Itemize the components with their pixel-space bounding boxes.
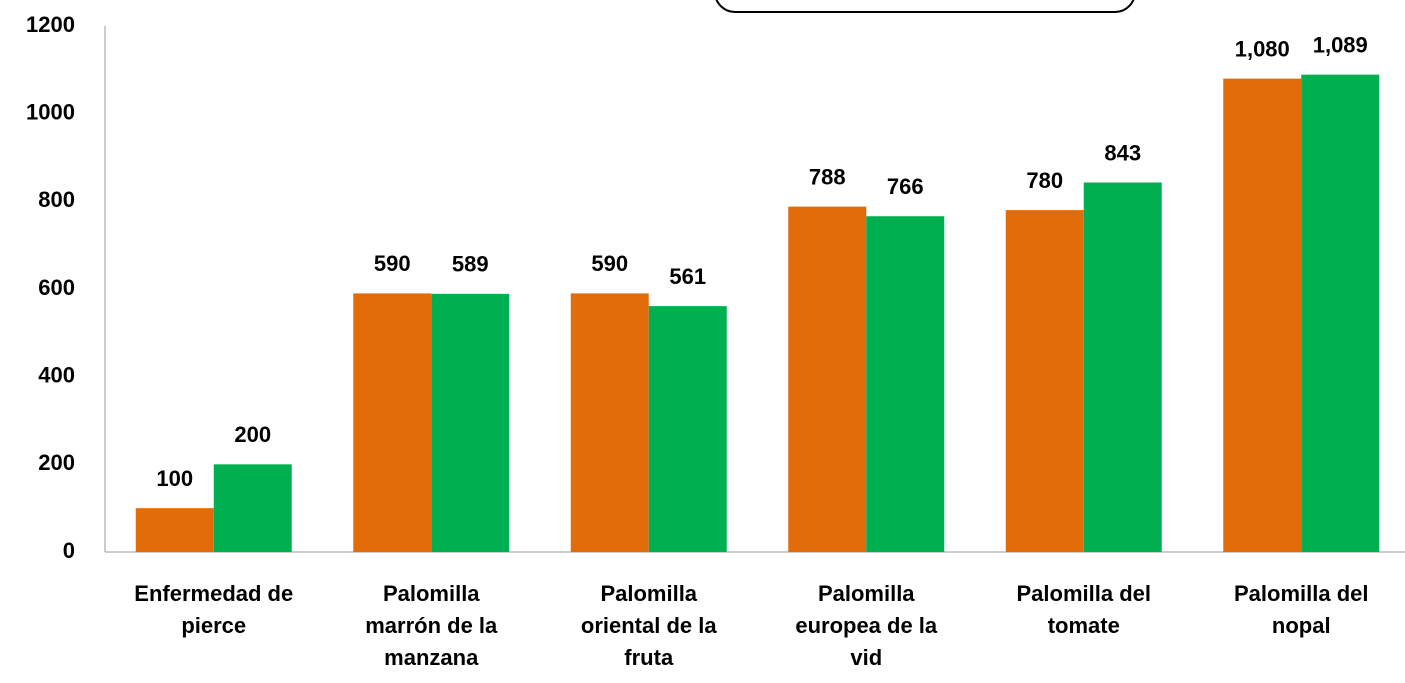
- bar: [788, 206, 867, 553]
- y-tick-label: 1200: [26, 12, 75, 37]
- bar: [1301, 74, 1380, 552]
- value-label: 561: [669, 264, 706, 289]
- y-tick-label: 200: [38, 450, 75, 475]
- value-label: 1,080: [1235, 36, 1290, 61]
- bar: [353, 293, 432, 552]
- bar: [1005, 210, 1084, 552]
- bar: [213, 464, 292, 552]
- x-tick-label: Palomilla del nopal: [1234, 581, 1369, 638]
- value-label: 843: [1104, 140, 1141, 165]
- value-label: 1,089: [1313, 32, 1368, 57]
- x-tick-label: Palomilla oriental de la fruta: [580, 581, 717, 670]
- bar: [1223, 78, 1302, 552]
- x-tick-label: Palomilla del tomate: [1016, 581, 1152, 638]
- value-label: 590: [591, 251, 628, 276]
- bar: [1083, 182, 1162, 553]
- value-label: 788: [809, 164, 846, 189]
- bar: [570, 293, 649, 552]
- bar: [135, 508, 214, 552]
- bar: [648, 306, 727, 552]
- value-label: 200: [234, 422, 271, 447]
- bar: [866, 216, 945, 552]
- value-label: 100: [156, 466, 193, 491]
- x-tick-label: Palomilla europea de la vid: [795, 581, 938, 670]
- value-label: 766: [887, 174, 924, 199]
- y-tick-label: 0: [63, 538, 75, 563]
- value-label: 590: [374, 251, 411, 276]
- y-tick-label: 600: [38, 275, 75, 300]
- legend-box: [715, 0, 1135, 13]
- bar: [431, 293, 510, 552]
- y-tick-label: 800: [38, 187, 75, 212]
- y-tick-label: 400: [38, 362, 75, 387]
- value-label: 780: [1026, 168, 1063, 193]
- x-tick-label: Palomilla marrón de la manzana: [365, 581, 498, 670]
- y-tick-label: 1000: [26, 99, 75, 124]
- x-tick-label: Enfermedad de pierce: [134, 581, 294, 638]
- value-label: 589: [452, 252, 489, 277]
